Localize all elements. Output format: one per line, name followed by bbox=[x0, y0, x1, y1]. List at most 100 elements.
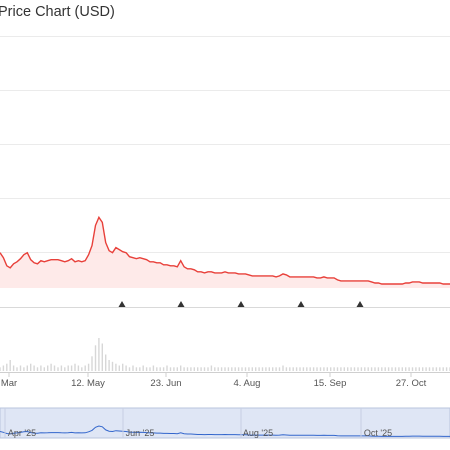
volume-bar bbox=[234, 367, 236, 371]
volume-bar bbox=[57, 367, 59, 371]
volume-bar bbox=[70, 365, 73, 371]
event-marker-icon[interactable] bbox=[118, 301, 126, 307]
event-marker-icon[interactable] bbox=[177, 301, 185, 307]
volume-bar bbox=[180, 365, 182, 371]
volume-bar bbox=[122, 363, 124, 371]
grid-lines bbox=[0, 36, 450, 373]
volume-bar bbox=[333, 367, 335, 371]
volume-bar bbox=[159, 367, 161, 371]
volume-bar bbox=[135, 367, 138, 371]
volume-bar bbox=[237, 367, 240, 371]
volume-bar bbox=[26, 365, 28, 371]
volume-bar bbox=[377, 367, 380, 371]
volume-bar bbox=[67, 365, 69, 371]
volume-bar bbox=[285, 367, 288, 371]
volume-bar bbox=[74, 363, 76, 371]
volume-bar bbox=[432, 367, 434, 371]
volume-bar bbox=[217, 367, 219, 371]
volume-bar bbox=[343, 367, 345, 371]
volume-bar bbox=[47, 365, 49, 371]
volume-bar bbox=[16, 367, 18, 371]
volume-bar bbox=[244, 367, 247, 371]
volume-bar bbox=[241, 367, 243, 371]
volume-bar bbox=[183, 367, 185, 371]
volume-bar bbox=[125, 365, 127, 371]
volume-bar bbox=[299, 367, 301, 371]
volume-bar bbox=[312, 367, 315, 371]
volume-bar bbox=[12, 365, 15, 371]
volume-bar bbox=[278, 367, 281, 371]
navigator[interactable]: Apr '25 Jun '25 Aug '25 Oct '25 bbox=[0, 407, 450, 439]
x-tick-label: 4. Aug bbox=[234, 378, 261, 389]
volume-bar bbox=[50, 363, 52, 371]
volume-bar bbox=[81, 367, 83, 371]
volume-bar bbox=[193, 367, 195, 371]
volume-bar bbox=[282, 365, 284, 371]
volume-bar bbox=[77, 365, 80, 371]
volume-bar bbox=[398, 367, 400, 371]
volume-bar bbox=[6, 363, 8, 371]
volume-bar bbox=[101, 343, 103, 371]
volume-bar bbox=[166, 365, 168, 371]
volume-bar bbox=[108, 360, 110, 371]
event-markers[interactable] bbox=[118, 301, 364, 307]
volume-bar bbox=[176, 367, 178, 371]
volume-bar bbox=[340, 367, 342, 371]
volume-bar bbox=[381, 367, 383, 371]
volume-bar bbox=[60, 365, 63, 371]
volume-bar bbox=[411, 367, 414, 371]
volume-bar bbox=[139, 367, 141, 371]
volume-bar bbox=[316, 367, 318, 371]
volume-bar bbox=[105, 354, 107, 371]
chart-title: Price Chart (USD) bbox=[0, 4, 115, 20]
volume-bar bbox=[394, 367, 397, 371]
volume-bar bbox=[169, 367, 172, 371]
volume-bar bbox=[405, 367, 407, 371]
navigator-labels: Apr '25 Jun '25 Aug '25 Oct '25 bbox=[4, 408, 392, 438]
price-area-fill bbox=[0, 217, 450, 288]
volume-bar bbox=[19, 365, 22, 371]
volume-bar bbox=[306, 367, 308, 371]
event-marker-icon[interactable] bbox=[356, 301, 364, 307]
volume-bar bbox=[367, 367, 369, 371]
volume-bar bbox=[418, 367, 420, 371]
volume-bar bbox=[435, 367, 438, 371]
volume-bar bbox=[289, 367, 291, 371]
event-marker-icon[interactable] bbox=[297, 301, 305, 307]
volume-bar bbox=[30, 363, 32, 371]
volume-bar bbox=[408, 367, 410, 371]
volume-bar bbox=[145, 367, 148, 371]
volume-bar bbox=[364, 367, 366, 371]
volume-bar bbox=[261, 367, 264, 371]
volume-bars bbox=[0, 338, 450, 371]
volume-bar bbox=[128, 367, 131, 371]
price-line[interactable] bbox=[0, 215, 450, 285]
x-tick-label: 23. Jun bbox=[150, 378, 181, 389]
volume-bar bbox=[23, 367, 25, 371]
volume-bar bbox=[445, 367, 448, 371]
volume-bar bbox=[173, 367, 175, 371]
volume-bar bbox=[422, 367, 424, 371]
volume-bar bbox=[323, 367, 325, 371]
volume-bar bbox=[295, 367, 298, 371]
volume-bar bbox=[336, 367, 339, 371]
volume-bar bbox=[350, 367, 352, 371]
volume-bar bbox=[347, 367, 349, 371]
volume-bar bbox=[357, 367, 359, 371]
navigator-label: Apr '25 bbox=[8, 428, 36, 438]
volume-bar bbox=[186, 367, 189, 371]
volume-bar bbox=[162, 367, 165, 371]
volume-bar bbox=[248, 367, 250, 371]
volume-bar bbox=[302, 367, 305, 371]
volume-bar bbox=[40, 365, 42, 371]
volume-bar bbox=[272, 367, 274, 371]
volume-bar bbox=[319, 367, 322, 371]
x-tick-label: 27. Oct bbox=[396, 378, 427, 389]
volume-bar bbox=[132, 365, 134, 371]
volume-bar bbox=[265, 367, 267, 371]
volume-bar bbox=[210, 365, 213, 371]
volume-bar bbox=[9, 360, 11, 371]
volume-bar bbox=[118, 365, 120, 371]
event-marker-icon[interactable] bbox=[237, 301, 245, 307]
